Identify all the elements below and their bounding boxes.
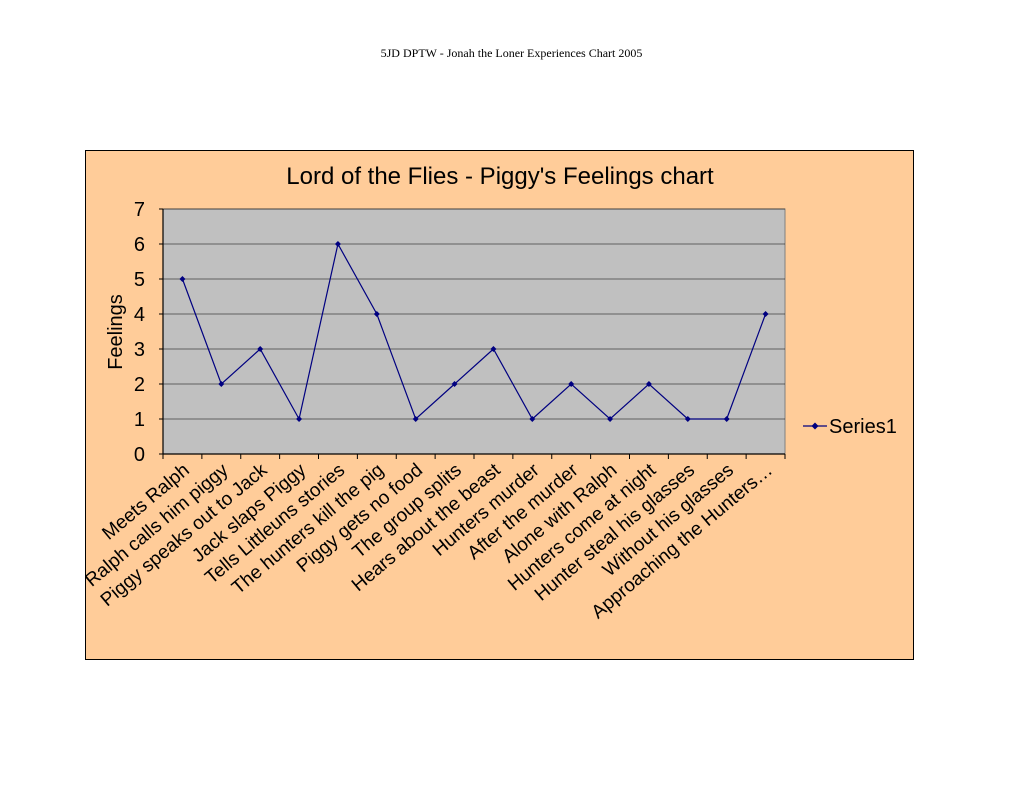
y-tick-label: 2 bbox=[134, 374, 145, 396]
data-point bbox=[684, 416, 691, 422]
data-point bbox=[179, 276, 186, 282]
data-point bbox=[451, 381, 458, 387]
data-point bbox=[490, 346, 497, 352]
data-point bbox=[568, 381, 575, 387]
data-point bbox=[412, 416, 419, 422]
data-point bbox=[218, 381, 225, 387]
line-chart: Lord of the Flies - Piggy's Feelings cha… bbox=[86, 163, 897, 623]
data-point bbox=[645, 381, 652, 387]
data-point bbox=[762, 311, 769, 317]
legend-marker bbox=[811, 422, 819, 430]
data-point bbox=[607, 416, 614, 422]
chart-area: Lord of the Flies - Piggy's Feelings cha… bbox=[85, 150, 914, 660]
legend: Series1 bbox=[803, 416, 897, 438]
y-axis-label: Feelings bbox=[105, 294, 127, 370]
plot-area bbox=[162, 208, 786, 455]
y-tick-label: 5 bbox=[134, 269, 145, 291]
y-tick-labels: 0 1 2 3 4 5 6 7 bbox=[134, 199, 145, 466]
y-tick-label: 0 bbox=[134, 444, 145, 466]
data-point bbox=[257, 346, 264, 352]
gridlines bbox=[163, 208, 785, 420]
legend-label: Series1 bbox=[829, 416, 897, 438]
axes bbox=[159, 208, 786, 459]
y-tick-label: 4 bbox=[134, 304, 145, 326]
y-tick-label: 1 bbox=[134, 409, 145, 431]
y-tick-label: 6 bbox=[134, 234, 145, 256]
data-point bbox=[334, 241, 341, 247]
data-point bbox=[723, 416, 730, 422]
y-tick-label: 7 bbox=[134, 199, 145, 221]
data-point bbox=[373, 311, 380, 317]
series-group bbox=[179, 241, 769, 422]
y-tick-label: 3 bbox=[134, 339, 145, 361]
data-point bbox=[296, 416, 303, 422]
data-point bbox=[529, 416, 536, 422]
page-header: 5JD DPTW - Jonah the Loner Experiences C… bbox=[380, 46, 643, 60]
chart-title: Lord of the Flies - Piggy's Feelings cha… bbox=[286, 163, 714, 190]
series-line bbox=[181, 242, 767, 421]
